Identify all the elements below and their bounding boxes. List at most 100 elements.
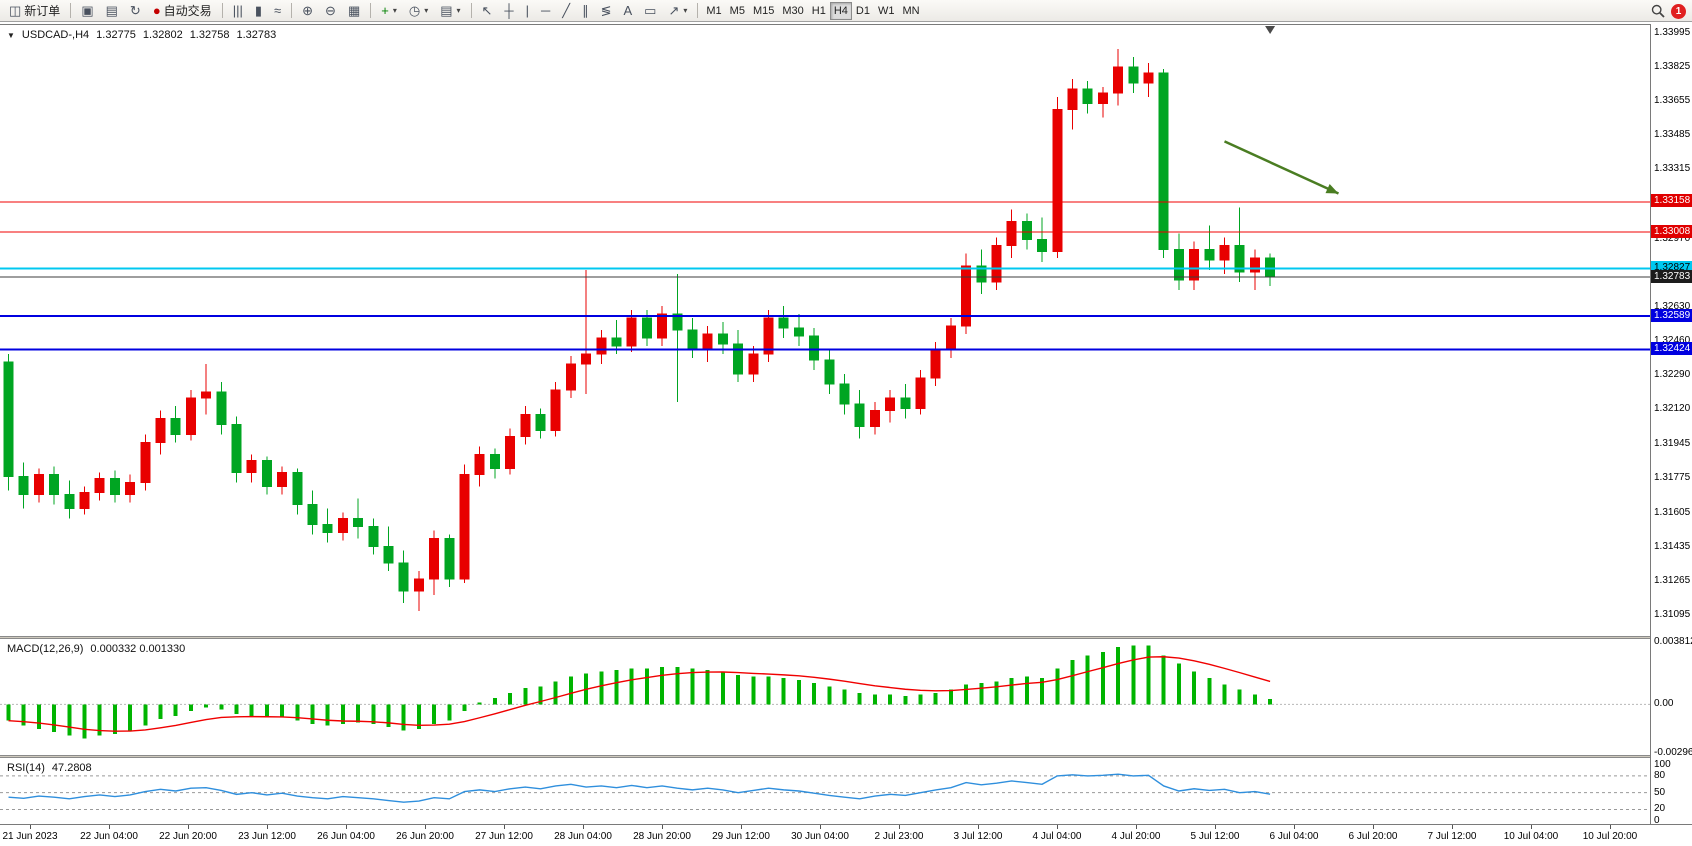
time-axis-tick	[662, 825, 663, 829]
macd-signal-line	[8, 656, 1271, 732]
refresh-button[interactable]: ↻	[125, 1, 146, 20]
timeframe-w1[interactable]: W1	[874, 2, 899, 20]
time-axis-tick	[425, 825, 426, 829]
horizontal-line-button[interactable]: ─	[536, 1, 555, 20]
price-axis-tick: 1.31775	[1654, 472, 1691, 484]
toolbar-separator	[291, 3, 293, 18]
macd-label: MACD(12,26,9)	[7, 643, 84, 655]
dropdown-arrow-icon: ▾	[456, 6, 461, 15]
search-icon[interactable]	[1651, 4, 1665, 18]
time-axis[interactable]: 21 Jun 2023 22 Jun 04:00 22 Jun 20:00 23 Ju…	[0, 824, 1692, 846]
time-axis-tick	[1294, 825, 1295, 829]
price-axis-tick: 1.33485	[1654, 129, 1691, 141]
channel-button[interactable]: ∥	[577, 1, 594, 20]
timeframe-h1[interactable]: H1	[808, 2, 830, 20]
macd-title: MACD(12,26,9) 0.000332 0.001330	[7, 643, 185, 655]
text-button[interactable]: A	[618, 1, 637, 20]
channel-icon: ∥	[582, 3, 589, 18]
time-axis-label: 10 Jul 20:00	[1582, 831, 1638, 842]
time-axis-label: 23 Jun 12:00	[238, 831, 296, 842]
panel-divider-macd[interactable]	[0, 636, 1692, 639]
timeframe-m1[interactable]: M1	[702, 2, 725, 20]
support-line-2-price-badge: 1.32424	[1651, 341, 1692, 355]
autotrade-button[interactable]: ● 自动交易	[148, 1, 217, 20]
main-chart-panel[interactable]: ▼ USDCAD-,H4 1.32775 1.32802 1.32758 1.3…	[0, 24, 1650, 637]
crosshair-icon: ┼	[504, 3, 514, 18]
new-chart-button[interactable]: ▣	[76, 1, 98, 20]
templates-icon: ▤	[440, 3, 453, 18]
dropdown-arrow-icon: ▾	[424, 6, 429, 15]
toolbar-separator	[221, 3, 223, 18]
label-button[interactable]: ▭	[639, 1, 661, 20]
trendline-button[interactable]: ╱	[557, 1, 575, 20]
timeframe-h4[interactable]: H4	[829, 1, 852, 20]
time-axis-label: 2 Jul 23:00	[874, 831, 924, 842]
price-axis-tick: 1.32120	[1654, 403, 1691, 415]
time-axis-tick	[188, 825, 189, 829]
templates-button[interactable]: ▤ ▾	[435, 1, 465, 20]
time-axis-label: 22 Jun 20:00	[159, 831, 217, 842]
price-axis[interactable]: 1.33995 1.33825 1.33655 1.33485 1.33315 1.331…	[1650, 24, 1692, 826]
macd-canvas[interactable]	[0, 639, 1650, 755]
time-axis-tick	[1452, 825, 1453, 829]
time-axis-tick	[1057, 825, 1058, 829]
time-axis-tick	[1215, 825, 1216, 829]
time-axis-label: 6 Jul 20:00	[1348, 831, 1398, 842]
rsi-label: RSI(14)	[7, 762, 45, 774]
timeframe-m30[interactable]: M30	[778, 2, 807, 20]
crosshair-button[interactable]: ┼	[499, 1, 518, 20]
time-axis-label: 10 Jul 04:00	[1503, 831, 1559, 842]
indicators-button[interactable]: + ▾	[376, 1, 402, 20]
candle-chart-button[interactable]: ▮	[250, 1, 267, 20]
timeframe-mn[interactable]: MN	[898, 2, 923, 20]
zoom-in-button[interactable]: ⊕	[297, 1, 318, 20]
macd-axis-tick: 0.003812	[1654, 636, 1692, 648]
zoom-out-button[interactable]: ⊖	[320, 1, 341, 20]
time-axis-label: 26 Jun 04:00	[317, 831, 375, 842]
zoom-out-icon: ⊖	[325, 3, 336, 18]
time-axis-tick	[899, 825, 900, 829]
indicators-icon: +	[381, 3, 389, 18]
timeframe-m15[interactable]: M15	[749, 2, 778, 20]
rsi-panel[interactable]: RSI(14) 47.2808	[0, 758, 1650, 824]
periods-button[interactable]: ◷ ▾	[404, 1, 433, 20]
trend-arrow[interactable]	[1223, 140, 1340, 195]
time-axis-tick	[1531, 825, 1532, 829]
time-axis-tick	[30, 825, 31, 829]
rsi-axis-tick: 100	[1654, 758, 1671, 770]
time-axis-label: 28 Jun 20:00	[633, 831, 691, 842]
timeframe-bar: M1 M5 M15 M30 H1 H4 D1 W1 MN	[702, 1, 923, 20]
symbol-dropdown-icon[interactable]: ▼	[7, 30, 15, 40]
toolbar-separator	[370, 3, 372, 18]
cursor-icon: ↖	[481, 3, 493, 18]
line-chart-button[interactable]: ≈	[269, 1, 286, 20]
tile-windows-button[interactable]: ▦	[343, 1, 365, 20]
timeframe-m5[interactable]: M5	[726, 2, 749, 20]
new-order-button-label: 新订单	[24, 4, 61, 18]
price-axis-tick: 1.31945	[1654, 438, 1691, 450]
macd-panel[interactable]: MACD(12,26,9) 0.000332 0.001330	[0, 639, 1650, 755]
timeframe-d1[interactable]: D1	[852, 2, 874, 20]
profiles-button[interactable]: ▤	[101, 1, 123, 20]
time-axis-label: 30 Jun 04:00	[791, 831, 849, 842]
cursor-button[interactable]: ↖	[477, 1, 498, 20]
zoom-in-icon: ⊕	[302, 3, 314, 18]
bar-chart-button[interactable]: |||	[228, 1, 248, 20]
chart-shift-marker[interactable]	[1265, 26, 1276, 34]
toolbar-separator	[697, 3, 699, 18]
panel-divider-rsi[interactable]	[0, 755, 1692, 758]
notification-badge[interactable]: 1	[1671, 3, 1686, 19]
bar-chart-icon: |||	[232, 3, 243, 18]
candle-chart-icon: ▮	[254, 3, 262, 18]
trend-arrow-head	[1325, 184, 1339, 194]
vertical-line-button[interactable]: |	[521, 1, 534, 20]
arrows-icon: ↗	[668, 3, 680, 18]
rsi-canvas[interactable]	[0, 758, 1650, 824]
main-chart-canvas[interactable]	[0, 25, 1650, 637]
fibonacci-button[interactable]: ≶	[596, 1, 617, 20]
price-axis-tick: 1.32630	[1654, 300, 1691, 312]
toolbar-separator	[470, 3, 472, 18]
new-order-button[interactable]: ◫ 新订单	[4, 1, 65, 20]
arrows-button[interactable]: ↗ ▾	[663, 1, 692, 20]
bid-price-line-price-badge: 1.32783	[1651, 269, 1692, 283]
